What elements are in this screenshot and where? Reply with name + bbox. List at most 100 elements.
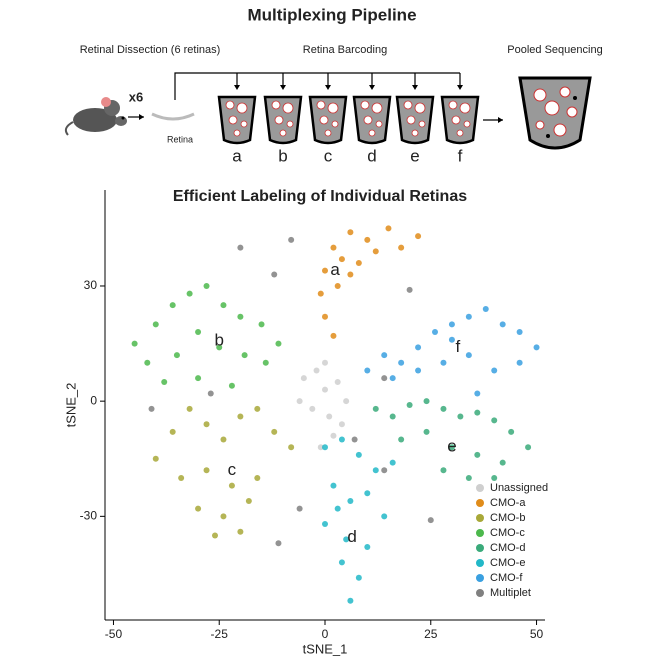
- point: [381, 513, 388, 520]
- point: [423, 398, 430, 405]
- cluster-label: b: [214, 330, 223, 349]
- step-label: Pooled Sequencing: [507, 44, 602, 56]
- point: [448, 336, 455, 343]
- cell-icon: [225, 100, 235, 110]
- point: [338, 559, 345, 566]
- point: [288, 236, 295, 243]
- point: [415, 233, 422, 240]
- point: [491, 367, 498, 374]
- point: [499, 321, 506, 328]
- arrow-head: [139, 114, 144, 120]
- x-tick-label: 25: [424, 627, 438, 641]
- point: [296, 398, 303, 405]
- point: [309, 405, 316, 412]
- well-label: a: [232, 146, 242, 165]
- point: [144, 359, 151, 366]
- point: [195, 375, 202, 382]
- point: [161, 378, 168, 385]
- point: [220, 436, 227, 443]
- point: [364, 236, 371, 243]
- cluster-label: e: [447, 437, 456, 456]
- point: [448, 321, 455, 328]
- point: [465, 313, 472, 320]
- x-tick-label: -50: [105, 627, 123, 641]
- point: [322, 359, 328, 366]
- connector: [174, 72, 460, 100]
- legend-label: CMO-a: [490, 497, 526, 509]
- point: [415, 344, 422, 351]
- legend-label: Multiplet: [490, 587, 531, 599]
- point: [440, 467, 447, 474]
- point: [326, 413, 333, 420]
- cell-icon: [271, 100, 281, 110]
- x-tick-label: -25: [211, 627, 229, 641]
- pooled-tube: [518, 76, 592, 150]
- point: [258, 321, 265, 328]
- y-tick-label: 30: [84, 278, 98, 292]
- point: [254, 474, 261, 481]
- point: [207, 390, 214, 397]
- point: [131, 340, 138, 347]
- cell-icon: [368, 129, 376, 137]
- point: [203, 467, 210, 474]
- legend-marker: [476, 574, 484, 582]
- point: [228, 382, 235, 389]
- point: [372, 248, 379, 255]
- point: [275, 540, 282, 547]
- point: [330, 332, 337, 339]
- point: [355, 259, 362, 266]
- cell-icon: [324, 129, 332, 137]
- point: [216, 344, 223, 351]
- cluster-label: f: [455, 337, 460, 356]
- point: [237, 413, 244, 420]
- cell-icon: [403, 100, 413, 110]
- point: [381, 375, 388, 382]
- retina-icon: [151, 112, 195, 121]
- point: [474, 451, 481, 458]
- point: [186, 290, 193, 297]
- point: [516, 359, 523, 366]
- drop-arrow-head: [325, 85, 331, 90]
- point: [330, 432, 337, 439]
- drop-arrow-head: [280, 85, 286, 90]
- cell-icon: [418, 120, 426, 128]
- cell-icon: [375, 120, 383, 128]
- point: [423, 428, 430, 435]
- point: [406, 286, 413, 293]
- point: [381, 467, 388, 474]
- cluster-label: a: [330, 260, 340, 279]
- legend-marker: [476, 514, 484, 522]
- cell-icon: [316, 100, 326, 110]
- point: [338, 256, 345, 263]
- point: [338, 421, 345, 428]
- point: [313, 367, 320, 374]
- point: [355, 451, 362, 458]
- cell-icon: [448, 100, 458, 110]
- cell-icon: [411, 129, 419, 137]
- point: [275, 340, 282, 347]
- point: [398, 436, 405, 443]
- point: [212, 532, 218, 539]
- cell-icon: [327, 102, 339, 114]
- point: [152, 321, 159, 328]
- cell-icon: [282, 102, 294, 114]
- cell-icon: [360, 100, 370, 110]
- point: [385, 225, 392, 232]
- point: [338, 436, 345, 443]
- point: [203, 421, 210, 428]
- point: [347, 271, 354, 278]
- point: [415, 367, 422, 374]
- point: [228, 482, 235, 489]
- point: [178, 474, 185, 481]
- cell-icon: [363, 115, 373, 125]
- drop-arrow-head: [234, 85, 240, 90]
- cell-icon: [331, 120, 339, 128]
- point: [322, 267, 328, 274]
- point: [262, 359, 269, 366]
- point: [465, 474, 472, 481]
- point: [499, 459, 506, 466]
- point: [465, 352, 472, 359]
- cell-icon: [236, 102, 248, 114]
